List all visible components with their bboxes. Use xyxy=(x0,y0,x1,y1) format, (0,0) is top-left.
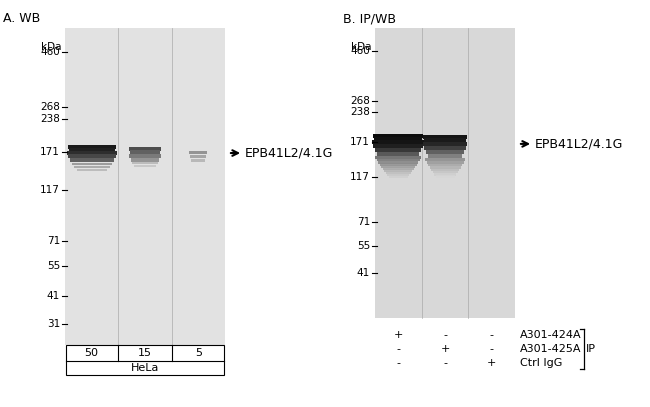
Text: 238: 238 xyxy=(350,107,370,116)
Text: -: - xyxy=(443,358,447,368)
Bar xyxy=(373,144,423,148)
Text: 460: 460 xyxy=(350,46,370,56)
Text: +: + xyxy=(440,344,450,354)
Bar xyxy=(67,151,116,155)
Text: 268: 268 xyxy=(350,96,370,106)
Bar xyxy=(387,173,410,176)
Bar xyxy=(134,165,156,167)
Text: A301-424A: A301-424A xyxy=(520,330,582,340)
Bar xyxy=(389,175,408,178)
Text: +: + xyxy=(394,330,403,340)
Bar xyxy=(129,147,161,151)
Text: 238: 238 xyxy=(40,114,60,124)
Text: 31: 31 xyxy=(47,319,60,329)
Bar xyxy=(431,168,459,171)
Text: +: + xyxy=(487,358,497,368)
Bar xyxy=(428,154,462,158)
Text: Ctrl IgG: Ctrl IgG xyxy=(520,358,562,368)
Bar xyxy=(430,166,460,168)
Text: -: - xyxy=(489,344,493,354)
Text: 41: 41 xyxy=(357,268,370,278)
Bar xyxy=(77,169,107,171)
Text: IP: IP xyxy=(586,344,596,354)
Bar xyxy=(191,159,205,162)
Text: 15: 15 xyxy=(138,348,152,358)
Bar xyxy=(129,154,161,158)
Text: -: - xyxy=(396,344,400,354)
Bar xyxy=(377,158,420,162)
Bar xyxy=(436,175,454,178)
Bar xyxy=(68,145,116,149)
Bar xyxy=(428,163,462,166)
Text: 55: 55 xyxy=(47,261,60,271)
Bar xyxy=(423,135,467,139)
Bar xyxy=(382,165,415,168)
Bar xyxy=(375,148,421,152)
Bar xyxy=(375,28,515,318)
Bar xyxy=(386,171,411,174)
Bar xyxy=(374,137,422,141)
Bar xyxy=(380,163,417,166)
Bar xyxy=(72,163,112,165)
Text: kDa: kDa xyxy=(40,42,61,52)
Text: 55: 55 xyxy=(357,241,370,251)
Bar xyxy=(424,146,466,150)
Text: 71: 71 xyxy=(357,217,370,228)
Bar xyxy=(378,152,419,155)
Text: -: - xyxy=(396,358,400,368)
Text: 117: 117 xyxy=(40,185,60,195)
Bar xyxy=(66,345,224,375)
Bar xyxy=(383,167,414,170)
Text: A301-425A: A301-425A xyxy=(520,344,582,354)
Bar xyxy=(432,171,458,173)
Bar xyxy=(424,138,466,142)
Bar xyxy=(425,158,465,162)
Text: 71: 71 xyxy=(47,236,60,245)
Bar xyxy=(132,162,158,164)
Bar xyxy=(423,142,467,146)
Text: 50: 50 xyxy=(84,348,99,358)
Bar xyxy=(68,154,116,158)
Bar xyxy=(130,151,160,154)
Text: EPB41L2/4.1G: EPB41L2/4.1G xyxy=(245,147,333,160)
Text: EPB41L2/4.1G: EPB41L2/4.1G xyxy=(535,138,623,151)
Text: 171: 171 xyxy=(40,147,60,157)
Bar xyxy=(426,161,463,164)
Bar xyxy=(189,151,207,153)
Bar xyxy=(131,158,159,162)
Text: B. IP/WB: B. IP/WB xyxy=(343,12,396,25)
Bar xyxy=(375,156,421,160)
Text: 117: 117 xyxy=(350,172,370,182)
Text: 5: 5 xyxy=(195,348,202,358)
Text: 171: 171 xyxy=(350,137,370,147)
Text: kDa: kDa xyxy=(350,42,371,52)
Text: HeLa: HeLa xyxy=(131,363,159,373)
Text: A. WB: A. WB xyxy=(3,12,40,25)
Bar xyxy=(384,169,412,172)
Text: -: - xyxy=(443,330,447,340)
Text: 41: 41 xyxy=(47,291,60,301)
Text: -: - xyxy=(489,330,493,340)
Bar xyxy=(73,166,110,168)
Bar xyxy=(378,161,419,164)
Text: 268: 268 xyxy=(40,102,60,112)
Text: 460: 460 xyxy=(40,47,60,57)
Bar xyxy=(65,28,225,345)
Bar xyxy=(190,155,206,158)
Bar xyxy=(373,134,423,138)
Bar xyxy=(434,173,456,176)
Bar xyxy=(372,140,424,144)
Bar xyxy=(69,148,114,152)
Bar xyxy=(70,158,114,162)
Bar xyxy=(426,150,464,153)
